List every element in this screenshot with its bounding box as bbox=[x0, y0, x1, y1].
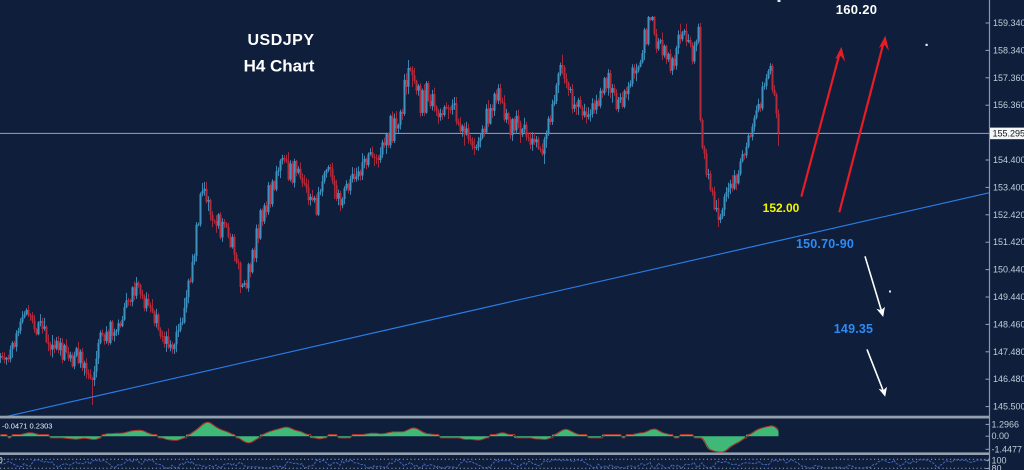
svg-text:154.400: 154.400 bbox=[993, 155, 1024, 165]
svg-text:149.35: 149.35 bbox=[834, 322, 873, 336]
svg-text:152.420: 152.420 bbox=[993, 210, 1024, 220]
svg-text:0.00: 0.00 bbox=[992, 431, 1010, 441]
svg-text:0: 0 bbox=[0, 455, 3, 465]
svg-text:USDJPY: USDJPY bbox=[247, 32, 314, 49]
svg-text:H4 Chart: H4 Chart bbox=[244, 57, 315, 76]
svg-text:-1.4477: -1.4477 bbox=[992, 444, 1023, 454]
svg-text:146.480: 146.480 bbox=[993, 374, 1024, 384]
svg-text:152.00: 152.00 bbox=[763, 201, 800, 215]
svg-text:147.480: 147.480 bbox=[993, 347, 1024, 357]
svg-text:148.460: 148.460 bbox=[993, 319, 1024, 329]
svg-text:153.400: 153.400 bbox=[993, 182, 1024, 192]
svg-text:149.440: 149.440 bbox=[993, 292, 1024, 302]
svg-text:156.360: 156.360 bbox=[993, 100, 1024, 110]
svg-text:-0.0471 0.2303: -0.0471 0.2303 bbox=[2, 422, 52, 431]
svg-text:159.340: 159.340 bbox=[993, 18, 1024, 28]
svg-text:150.440: 150.440 bbox=[993, 265, 1024, 275]
svg-text:157.360: 157.360 bbox=[993, 73, 1024, 83]
svg-text:150.70-90: 150.70-90 bbox=[796, 237, 854, 251]
svg-text:155.295: 155.295 bbox=[993, 129, 1024, 139]
svg-text:151.420: 151.420 bbox=[993, 237, 1024, 247]
svg-text:145.500: 145.500 bbox=[993, 402, 1024, 412]
svg-text:80: 80 bbox=[992, 464, 1002, 470]
svg-text:160.20: 160.20 bbox=[836, 2, 878, 17]
svg-text:1.2966: 1.2966 bbox=[992, 419, 1020, 429]
svg-text:158.340: 158.340 bbox=[993, 45, 1024, 55]
svg-text:100: 100 bbox=[992, 455, 1007, 465]
